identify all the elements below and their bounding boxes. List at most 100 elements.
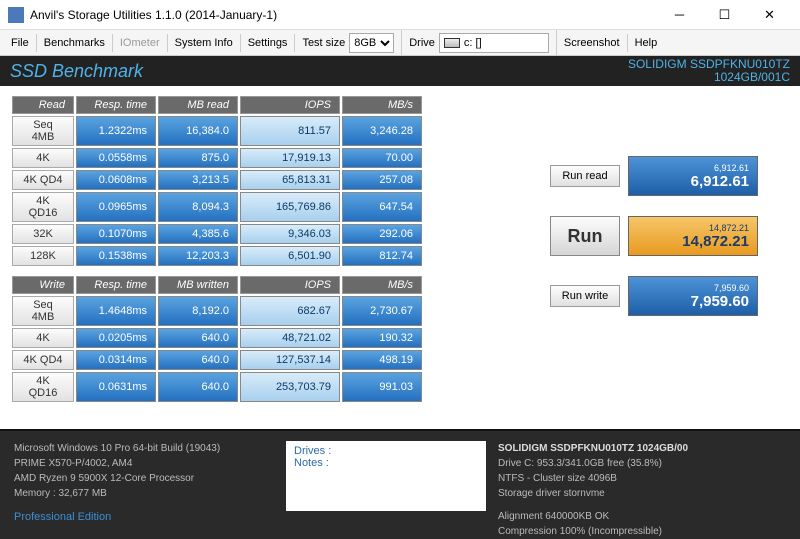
table-row: Seq 4MB1.4648ms8,192.0682.672,730.67 xyxy=(12,296,422,326)
table-row: 32K0.1070ms4,385.69,346.03292.06 xyxy=(12,224,422,244)
row-label: 4K QD4 xyxy=(12,350,74,370)
col-mbs: MB/s xyxy=(342,96,422,114)
read-score-big: 6,912.61 xyxy=(637,173,749,190)
disk-line: Compression 100% (Incompressible) xyxy=(498,524,786,539)
cell-mb: 875.0 xyxy=(158,148,238,168)
disk-info: SOLIDIGM SSDPFKNU010TZ 1024GB/00 Drive C… xyxy=(498,441,786,529)
col-iops: IOPS xyxy=(240,276,340,294)
cell-mbs: 498.19 xyxy=(342,350,422,370)
disk-line: SOLIDIGM SSDPFKNU010TZ 1024GB/00 xyxy=(498,441,786,456)
cell-mbs: 2,730.67 xyxy=(342,296,422,326)
run-read-button[interactable]: Run read xyxy=(550,165,620,187)
row-label: 4K QD16 xyxy=(12,372,74,402)
cell-mb: 8,094.3 xyxy=(158,192,238,222)
cell-mbs: 257.08 xyxy=(342,170,422,190)
sys-line: AMD Ryzen 9 5900X 12-Core Processor xyxy=(14,471,274,486)
drive-value: c: [] xyxy=(464,37,482,49)
cell-mbs: 812.74 xyxy=(342,246,422,266)
cell-mb: 640.0 xyxy=(158,350,238,370)
cell-iops: 17,919.13 xyxy=(240,148,340,168)
drive-group: Drive c: [] xyxy=(402,30,557,56)
drive-icon xyxy=(444,38,460,48)
sys-line: Memory : 32,677 MB xyxy=(14,486,274,501)
menu-help[interactable]: Help xyxy=(628,34,665,52)
total-score: 14,872.21 14,872.21 xyxy=(628,216,758,256)
row-label: 4K QD4 xyxy=(12,170,74,190)
menu-settings[interactable]: Settings xyxy=(241,34,296,52)
row-label: Seq 4MB xyxy=(12,296,74,326)
cell-iops: 9,346.03 xyxy=(240,224,340,244)
write-score-small: 7,959.60 xyxy=(637,283,749,293)
col-mbwrite: MB written xyxy=(158,276,238,294)
window-title: Anvil's Storage Utilities 1.1.0 (2014-Ja… xyxy=(30,8,657,22)
notes-box[interactable]: Drives : Notes : xyxy=(286,441,486,511)
cell-mb: 16,384.0 xyxy=(158,116,238,146)
read-header: Read xyxy=(12,96,74,114)
cell-resp: 1.4648ms xyxy=(76,296,156,326)
col-iops: IOPS xyxy=(240,96,340,114)
edition-label: Professional Edition xyxy=(14,509,274,526)
device-line2: 1024GB/001C xyxy=(628,71,790,84)
run-write-button[interactable]: Run write xyxy=(550,285,620,307)
row-label: 4K xyxy=(12,328,74,348)
cell-resp: 1.2322ms xyxy=(76,116,156,146)
cell-mbs: 991.03 xyxy=(342,372,422,402)
notes-drives: Drives : xyxy=(294,445,478,457)
read-table: Read Resp. time MB read IOPS MB/s Seq 4M… xyxy=(10,94,424,268)
cell-mbs: 70.00 xyxy=(342,148,422,168)
write-score: 7,959.60 7,959.60 xyxy=(628,276,758,316)
disk-line: Drive C: 953.3/341.0GB free (35.8%) xyxy=(498,456,786,471)
read-score: 6,912.61 6,912.61 xyxy=(628,156,758,196)
col-resp: Resp. time xyxy=(76,96,156,114)
cell-mb: 8,192.0 xyxy=(158,296,238,326)
close-button[interactable]: ✕ xyxy=(747,1,792,29)
maximize-button[interactable]: ☐ xyxy=(702,1,747,29)
cell-iops: 65,813.31 xyxy=(240,170,340,190)
run-button[interactable]: Run xyxy=(550,216,620,256)
row-label: 128K xyxy=(12,246,74,266)
table-row: 4K QD40.0314ms640.0127,537.14498.19 xyxy=(12,350,422,370)
cell-mbs: 190.32 xyxy=(342,328,422,348)
menu-iometer[interactable]: IOmeter xyxy=(113,34,168,52)
notes-notes: Notes : xyxy=(294,457,478,469)
app-icon xyxy=(8,7,24,23)
cell-iops: 48,721.02 xyxy=(240,328,340,348)
menu-sysinfo[interactable]: System Info xyxy=(168,34,241,52)
cell-resp: 0.1538ms xyxy=(76,246,156,266)
table-row: 4K0.0205ms640.048,721.02190.32 xyxy=(12,328,422,348)
drive-select[interactable]: c: [] xyxy=(439,33,549,53)
row-label: Seq 4MB xyxy=(12,116,74,146)
testsize-label: Test size xyxy=(302,37,345,49)
disk-line: Alignment 640000KB OK xyxy=(498,509,786,524)
cell-iops: 253,703.79 xyxy=(240,372,340,402)
col-mbs: MB/s xyxy=(342,276,422,294)
testsize-select[interactable]: 8GB xyxy=(349,33,394,53)
cell-resp: 0.0205ms xyxy=(76,328,156,348)
sys-line: PRIME X570-P/4002, AM4 xyxy=(14,456,274,471)
cell-mbs: 647.54 xyxy=(342,192,422,222)
cell-iops: 6,501.90 xyxy=(240,246,340,266)
col-resp: Resp. time xyxy=(76,276,156,294)
device-info: SOLIDIGM SSDPFKNU010TZ 1024GB/001C xyxy=(628,58,790,84)
menu-screenshot[interactable]: Screenshot xyxy=(557,34,628,52)
table-row: 4K QD160.0631ms640.0253,703.79991.03 xyxy=(12,372,422,402)
cell-mb: 640.0 xyxy=(158,328,238,348)
cell-resp: 0.0965ms xyxy=(76,192,156,222)
minimize-button[interactable]: ─ xyxy=(657,1,702,29)
table-row: 4K QD40.0608ms3,213.565,813.31257.08 xyxy=(12,170,422,190)
disk-line: NTFS - Cluster size 4096B xyxy=(498,471,786,486)
page-title: SSD Benchmark xyxy=(10,61,143,82)
drive-label: Drive xyxy=(409,37,435,49)
cell-mbs: 3,246.28 xyxy=(342,116,422,146)
menu-benchmarks[interactable]: Benchmarks xyxy=(37,34,113,52)
row-label: 32K xyxy=(12,224,74,244)
disk-line: Storage driver stornvme xyxy=(498,486,786,501)
table-row: 128K0.1538ms12,203.36,501.90812.74 xyxy=(12,246,422,266)
testsize-group: Test size 8GB xyxy=(295,30,402,56)
sys-line: Microsoft Windows 10 Pro 64-bit Build (1… xyxy=(14,441,274,456)
cell-resp: 0.0558ms xyxy=(76,148,156,168)
cell-mb: 3,213.5 xyxy=(158,170,238,190)
read-score-small: 6,912.61 xyxy=(637,163,749,173)
menu-file[interactable]: File xyxy=(4,34,37,52)
cell-mbs: 292.06 xyxy=(342,224,422,244)
